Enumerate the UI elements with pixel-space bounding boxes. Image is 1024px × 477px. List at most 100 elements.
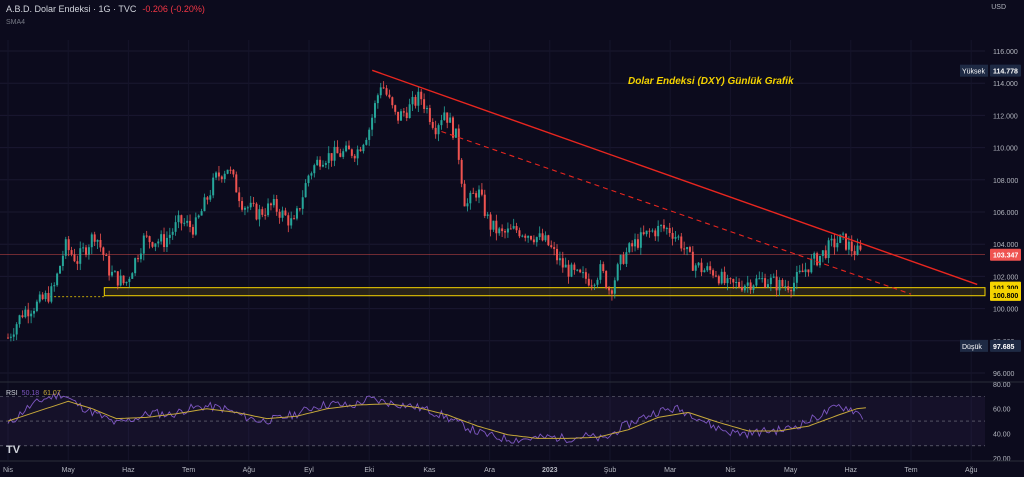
candle[interactable]	[798, 265, 801, 274]
candle[interactable]	[579, 268, 582, 274]
candle[interactable]	[573, 262, 576, 275]
candle[interactable]	[67, 236, 70, 257]
candle[interactable]	[726, 274, 729, 291]
candle[interactable]	[807, 269, 810, 277]
candle[interactable]	[399, 108, 402, 121]
candle[interactable]	[191, 224, 194, 238]
candle[interactable]	[7, 333, 9, 339]
candle[interactable]	[610, 288, 613, 301]
candle[interactable]	[267, 198, 270, 218]
candle[interactable]	[532, 235, 535, 245]
candle[interactable]	[790, 288, 793, 298]
candle[interactable]	[654, 228, 657, 241]
candle[interactable]	[425, 105, 428, 114]
candle[interactable]	[73, 248, 76, 263]
candle[interactable]	[784, 279, 787, 291]
candle[interactable]	[567, 260, 570, 284]
candle[interactable]	[232, 169, 235, 178]
price-axis[interactable]: 96.00098.000100.000102.000104.000106.000…	[960, 0, 1024, 477]
candle[interactable]	[414, 94, 417, 109]
candle[interactable]	[163, 227, 166, 252]
candle[interactable]	[301, 190, 304, 215]
candle[interactable]	[327, 146, 330, 170]
support-zone-box[interactable]	[103, 287, 986, 297]
candle[interactable]	[385, 85, 388, 97]
candle[interactable]	[215, 171, 218, 181]
candle[interactable]	[339, 148, 342, 158]
candle[interactable]	[584, 268, 587, 284]
candle[interactable]	[50, 282, 53, 304]
candle[interactable]	[717, 274, 720, 286]
candle[interactable]	[157, 238, 160, 248]
candle[interactable]	[498, 226, 501, 236]
candle[interactable]	[295, 205, 298, 221]
candle[interactable]	[56, 272, 59, 287]
candle[interactable]	[18, 314, 21, 328]
candle[interactable]	[714, 271, 717, 278]
candle[interactable]	[200, 208, 203, 216]
candle[interactable]	[506, 222, 509, 238]
candle[interactable]	[535, 236, 538, 247]
candle[interactable]	[21, 310, 24, 319]
candle[interactable]	[813, 251, 816, 266]
rsi-ma-line[interactable]	[7, 400, 866, 439]
trendlines[interactable]	[371, 69, 978, 295]
candle[interactable]	[720, 268, 723, 285]
candle[interactable]	[35, 299, 38, 313]
candle[interactable]	[688, 245, 691, 253]
candle[interactable]	[342, 148, 345, 160]
candle[interactable]	[501, 224, 504, 238]
candle[interactable]	[131, 271, 134, 279]
candle[interactable]	[183, 218, 186, 227]
candle[interactable]	[96, 239, 99, 249]
tradingview-logo[interactable]: TV	[6, 444, 21, 456]
candle[interactable]	[269, 202, 272, 211]
candle[interactable]	[504, 228, 507, 239]
candle[interactable]	[333, 140, 336, 167]
candle[interactable]	[816, 251, 819, 267]
candle[interactable]	[321, 160, 324, 168]
candle[interactable]	[382, 81, 385, 89]
candle[interactable]	[443, 106, 446, 121]
candle[interactable]	[434, 120, 437, 139]
candle[interactable]	[85, 245, 88, 258]
candle[interactable]	[272, 194, 275, 208]
candle[interactable]	[388, 89, 391, 99]
candle[interactable]	[281, 206, 284, 222]
candle[interactable]	[495, 214, 498, 241]
candle[interactable]	[758, 271, 761, 280]
candle[interactable]	[665, 226, 668, 235]
candle[interactable]	[691, 246, 694, 271]
candle[interactable]	[599, 260, 602, 284]
candle[interactable]	[593, 283, 596, 290]
candle[interactable]	[186, 215, 189, 227]
candle[interactable]	[818, 255, 821, 268]
candle[interactable]	[411, 91, 414, 112]
candle[interactable]	[102, 246, 105, 261]
candle[interactable]	[735, 276, 738, 290]
candle[interactable]	[168, 227, 171, 245]
candle[interactable]	[128, 276, 131, 288]
time-axis[interactable]: Nis May Haz Tem Ağu Eyl Eki Kas Ara 2023 Şub Mar Nis…	[0, 460, 1024, 474]
candle[interactable]	[466, 198, 469, 212]
candle[interactable]	[795, 265, 798, 290]
rsi-legend[interactable]: RSI 50.18 61.07	[6, 390, 61, 397]
candle[interactable]	[451, 116, 454, 140]
candle[interactable]	[515, 222, 518, 233]
candle[interactable]	[486, 211, 489, 219]
candle[interactable]	[41, 292, 44, 301]
candle[interactable]	[700, 258, 703, 277]
candle[interactable]	[336, 140, 339, 154]
candle[interactable]	[238, 187, 241, 208]
candle[interactable]	[203, 193, 206, 212]
candle[interactable]	[460, 158, 463, 188]
candle[interactable]	[738, 278, 741, 289]
candle[interactable]	[449, 112, 452, 123]
candle[interactable]	[544, 231, 547, 243]
candle[interactable]	[235, 171, 238, 193]
candle[interactable]	[420, 88, 423, 105]
candle[interactable]	[108, 250, 111, 281]
candle[interactable]	[151, 241, 154, 249]
candle[interactable]	[541, 228, 544, 242]
